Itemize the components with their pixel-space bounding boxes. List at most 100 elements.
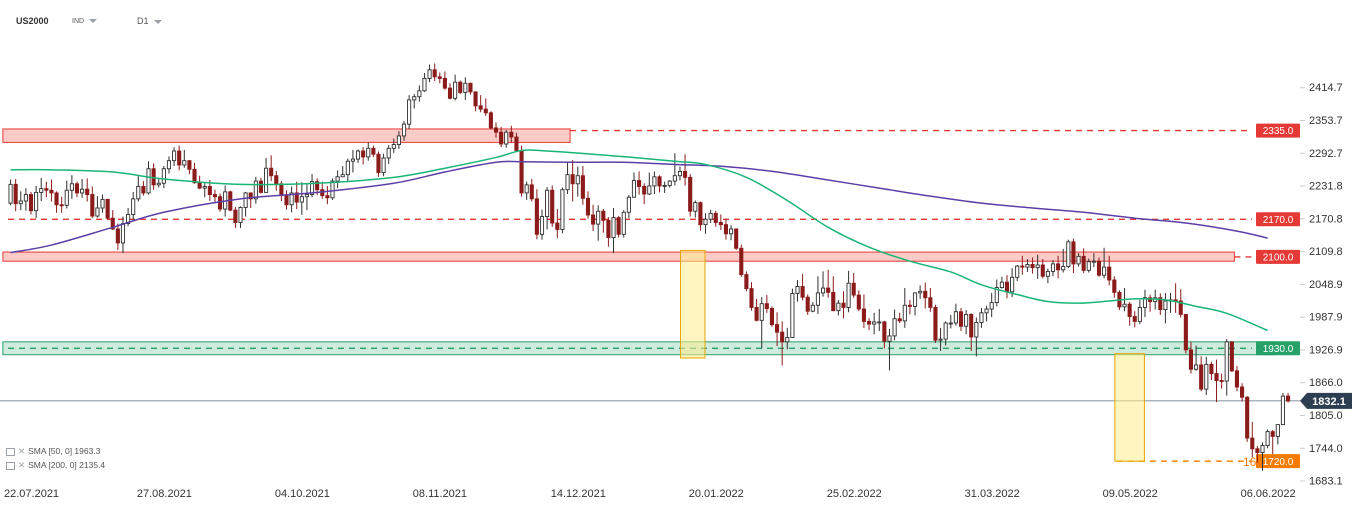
candle-body — [1107, 266, 1112, 281]
candle-body — [703, 218, 708, 226]
price-axis-label: 1987.9 — [1309, 312, 1343, 324]
candle-body — [565, 174, 570, 191]
candle — [626, 195, 631, 219]
candle-body — [100, 198, 105, 209]
candle — [1199, 356, 1204, 392]
candle — [795, 280, 800, 302]
candle-body — [340, 174, 345, 178]
candle-body — [631, 180, 637, 198]
candle-body — [642, 186, 647, 195]
candle-body — [1035, 264, 1040, 269]
sma50-line — [10, 149, 1268, 332]
candle — [555, 209, 560, 239]
candle — [34, 185, 39, 219]
indicator-settings-icon[interactable] — [6, 447, 15, 456]
indicator-legend-sma50[interactable]: ✕ SMA [50, 0] 1963.3 — [6, 446, 100, 457]
candle — [907, 299, 912, 315]
candle-body — [396, 135, 401, 146]
candle — [294, 181, 299, 210]
candle — [1173, 283, 1178, 313]
candle-body — [126, 213, 131, 225]
candle-body — [1137, 306, 1142, 322]
candle — [49, 179, 54, 202]
candle-body — [688, 176, 693, 212]
candle-body — [417, 90, 422, 98]
candle — [335, 170, 340, 189]
candle — [289, 186, 294, 213]
candle — [463, 77, 468, 100]
instrument-type[interactable]: IND — [72, 18, 98, 25]
candle — [979, 307, 984, 328]
candle — [800, 274, 805, 301]
candle — [657, 175, 662, 193]
candle — [74, 181, 80, 198]
candle-body — [432, 69, 437, 78]
candle-body — [177, 150, 182, 166]
candle-body — [442, 77, 447, 89]
close-icon[interactable]: ✕ — [18, 460, 26, 470]
candle-body — [120, 223, 126, 244]
candle-body — [187, 160, 192, 170]
candle — [468, 82, 473, 95]
candle — [953, 303, 958, 326]
candle — [861, 294, 866, 328]
candle — [1286, 392, 1291, 403]
candle — [80, 178, 85, 198]
candle — [166, 156, 172, 174]
candle — [1112, 276, 1117, 298]
candle — [202, 183, 207, 198]
candle — [396, 131, 401, 149]
indicator-legend-sma200[interactable]: ✕ SMA [200, 0] 2135.4 — [6, 460, 105, 471]
candle-body — [708, 212, 713, 220]
candle — [233, 206, 238, 228]
candle — [948, 314, 953, 329]
candle — [621, 210, 626, 238]
candle — [1015, 264, 1020, 282]
candle-body — [555, 222, 560, 230]
resistance-zone — [2, 128, 571, 143]
indicator-settings-icon[interactable] — [6, 461, 15, 470]
candle — [1132, 311, 1137, 328]
candle-body — [202, 186, 207, 189]
candle-body — [381, 157, 386, 173]
candle-body — [1158, 297, 1163, 311]
candle-body — [585, 197, 591, 216]
candle-body — [64, 189, 69, 206]
candle — [493, 122, 499, 138]
price-axis-label: 1926.9 — [1309, 344, 1343, 356]
candle — [258, 177, 263, 194]
candle — [499, 126, 504, 148]
candle-body — [49, 189, 54, 194]
candle — [601, 209, 606, 233]
candle-body — [39, 188, 44, 193]
candle-body — [662, 184, 667, 187]
price-axis-label: 2109.8 — [1309, 246, 1343, 258]
candle — [115, 223, 120, 250]
candle — [172, 147, 177, 167]
candle-body — [897, 318, 902, 322]
timeframe-selector[interactable]: D1 — [137, 16, 162, 26]
close-icon[interactable]: ✕ — [18, 446, 26, 456]
candle — [637, 171, 642, 195]
date-axis-label: 09.05.2022 — [1103, 488, 1158, 500]
candle-body — [826, 287, 831, 293]
price-axis-label: 1683.1 — [1309, 476, 1343, 488]
candle-body — [90, 194, 95, 217]
candle — [688, 174, 693, 217]
candle-body — [948, 322, 953, 325]
candle-body — [519, 150, 524, 194]
resistance-zone — [2, 251, 1235, 262]
candle-body — [85, 188, 90, 195]
candle — [677, 166, 683, 181]
candle-body — [989, 302, 994, 310]
candle-body — [1234, 370, 1240, 388]
candle-body — [810, 304, 815, 312]
candle-body — [575, 175, 580, 185]
candle-body — [483, 108, 488, 114]
candle-body — [192, 168, 197, 184]
candle — [805, 294, 810, 315]
symbol-label[interactable]: US2000 — [16, 16, 49, 26]
candle — [509, 125, 514, 143]
candle-body — [907, 304, 912, 307]
